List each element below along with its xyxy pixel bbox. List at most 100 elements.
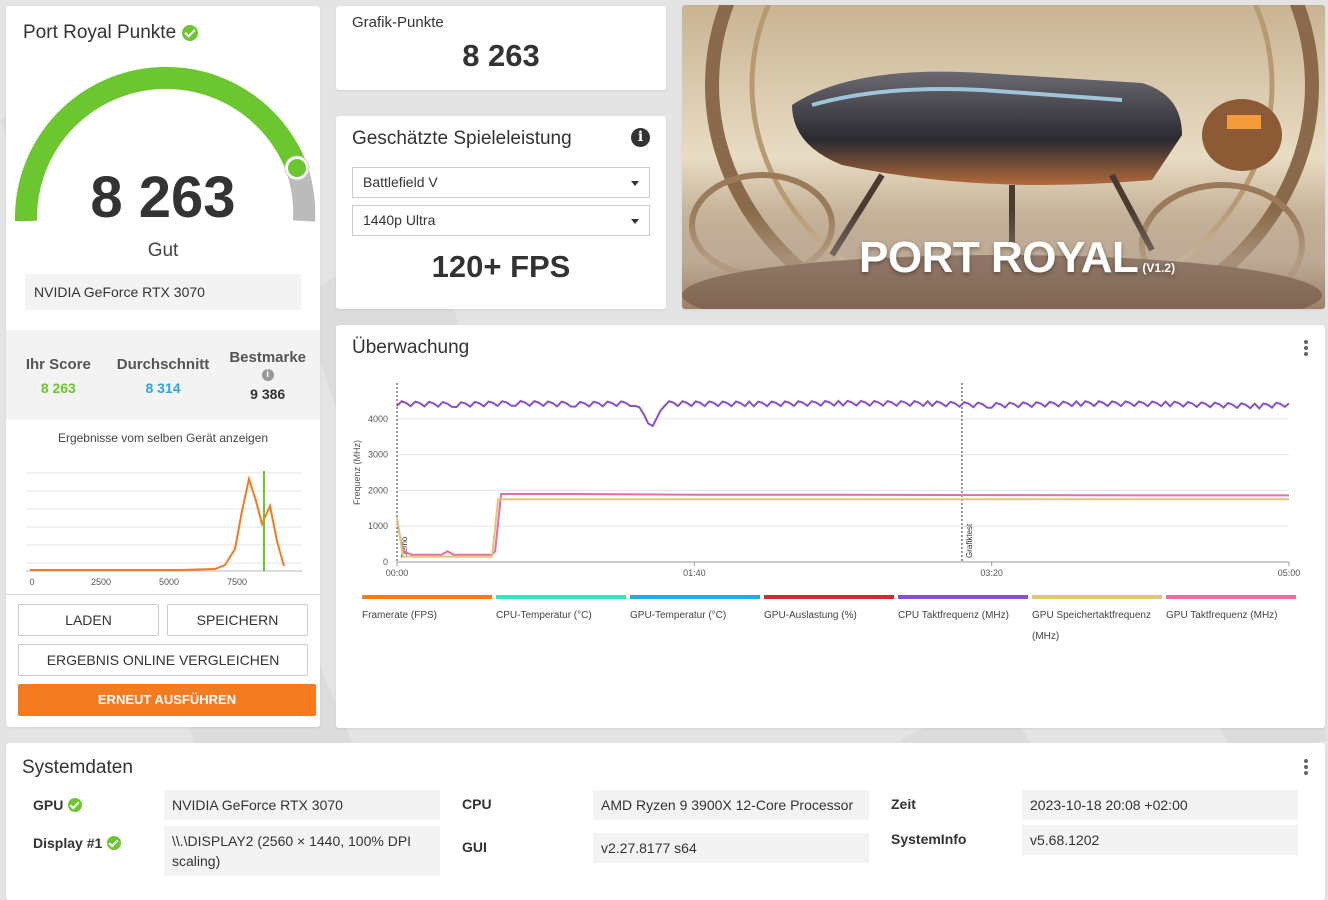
legend-color-swatch bbox=[1032, 595, 1162, 599]
legend-color-swatch bbox=[630, 595, 760, 599]
series-line bbox=[396, 498, 1289, 558]
gpu-name: NVIDIA GeForce RTX 3070 bbox=[25, 274, 301, 310]
cpu-label: CPU bbox=[462, 796, 492, 812]
time-label: Zeit bbox=[891, 796, 916, 812]
score-comparison: Ihr Score 8 263 Durchschnitt 8 314 Bestm… bbox=[6, 330, 320, 420]
save-button[interactable]: SPEICHERN bbox=[167, 604, 308, 636]
dist-tick: 5000 bbox=[159, 577, 179, 587]
average-score: Durchschnitt 8 314 bbox=[111, 330, 216, 420]
your-score: Ihr Score 8 263 bbox=[6, 330, 111, 420]
y-tick-label: 4000 bbox=[368, 414, 388, 424]
systeminfo-label: SystemInfo bbox=[891, 831, 967, 847]
check-icon bbox=[68, 798, 83, 812]
display-value: \\.\DISPLAY2 (2560 × 1440, 100% DPI scal… bbox=[164, 826, 440, 876]
legend-label: GPU-Auslastung (%) bbox=[764, 610, 857, 621]
legend-item[interactable]: GPU-Auslastung (%) bbox=[764, 595, 894, 647]
load-button[interactable]: LADEN bbox=[18, 604, 159, 636]
gauge-arc-filled bbox=[14, 66, 307, 222]
compare-online-button[interactable]: ERGEBNIS ONLINE VERGLEICHEN bbox=[18, 644, 308, 676]
game-select[interactable]: Battlefield V bbox=[352, 167, 650, 198]
same-device-link[interactable]: Ergebnisse vom selben Gerät anzeigen bbox=[57, 431, 269, 445]
cpu-value: AMD Ryzen 9 3900X 12-Core Processor bbox=[593, 790, 869, 820]
dist-tick: 7500 bbox=[227, 577, 247, 587]
legend-color-swatch bbox=[1166, 595, 1296, 599]
series-line bbox=[396, 399, 1290, 428]
legend-color-swatch bbox=[362, 595, 492, 599]
gauge-knob-dot bbox=[288, 159, 306, 177]
legend-item[interactable]: GPU-Temperatur (°C) bbox=[630, 595, 760, 647]
monitoring-card: Überwachung 0 1000 2000 3000 4000 00:00 01:40 0… bbox=[336, 325, 1325, 728]
legend-label: CPU-Temperatur (°C) bbox=[496, 610, 592, 621]
gpu-value: NVIDIA GeForce RTX 3070 bbox=[164, 790, 440, 820]
y-tick-label: 3000 bbox=[368, 450, 388, 460]
display-label-text: Display #1 bbox=[33, 835, 103, 851]
gpu-label: GPU bbox=[33, 797, 83, 813]
check-icon bbox=[107, 836, 122, 850]
average-score-value: 8 314 bbox=[145, 380, 181, 396]
system-data-card: Systemdaten GPU NVIDIA GeForce RTX 3070 … bbox=[6, 743, 1325, 900]
series-line bbox=[396, 493, 1289, 556]
score-card: Port Royal Punkte 8 263 Gut NVIDIA GeFor… bbox=[6, 6, 320, 727]
time-value: 2023-10-18 20:08 +02:00 bbox=[1022, 790, 1298, 820]
score-title-text: Port Royal Punkte bbox=[23, 22, 177, 43]
info-icon[interactable]: i bbox=[631, 128, 650, 147]
check-icon bbox=[182, 25, 199, 41]
main-score: 8 263 bbox=[90, 165, 236, 230]
hero-version: (V1.2) bbox=[1142, 261, 1176, 275]
game-performance-card: Geschätzte Spieleleistung i Battlefield … bbox=[336, 116, 666, 309]
best-score-label: Bestmarke bbox=[229, 349, 307, 366]
legend-color-swatch bbox=[764, 595, 894, 599]
legend-item[interactable]: Framerate (FPS) bbox=[362, 595, 492, 647]
x-tick-label: 03:20 bbox=[980, 568, 1003, 578]
gui-label: GUI bbox=[462, 839, 487, 855]
average-score-label: Durchschnitt bbox=[116, 356, 210, 373]
game-performance-title: Geschätzte Spieleleistung bbox=[352, 128, 572, 149]
run-again-button[interactable]: ERNEUT AUSFÜHREN bbox=[18, 684, 316, 716]
game-select-value: Battlefield V bbox=[363, 174, 438, 190]
y-tick-label: 2000 bbox=[368, 485, 388, 495]
x-tick-label: 01:40 bbox=[683, 568, 706, 578]
y-tick-label: 0 bbox=[383, 557, 388, 567]
estimated-fps: 120+ FPS bbox=[431, 249, 571, 284]
gui-value: v2.27.8177 s64 bbox=[593, 833, 869, 863]
legend-item[interactable]: CPU Taktfrequenz (MHz) bbox=[898, 595, 1028, 647]
best-score: Bestmarke i 9 386 bbox=[215, 330, 320, 420]
more-options-icon[interactable] bbox=[1304, 340, 1308, 356]
legend-label: GPU Taktfrequenz (MHz) bbox=[1166, 610, 1278, 621]
hero-title: PORT ROYAL (V1.2) bbox=[859, 233, 1175, 283]
y-axis-label: Frequenz (MHz) bbox=[352, 440, 362, 505]
info-icon[interactable]: i bbox=[261, 369, 274, 381]
monitoring-chart: 0 1000 2000 3000 4000 00:00 01:40 03:20 05:00 Fre… bbox=[352, 383, 1300, 578]
preset-select[interactable]: 1440p Ultra bbox=[352, 205, 650, 236]
legend-color-swatch bbox=[898, 595, 1028, 599]
legend-label: GPU-Temperatur (°C) bbox=[630, 610, 727, 621]
section-marker-label: Grafiktest bbox=[965, 523, 974, 558]
display-label: Display #1 bbox=[33, 835, 122, 851]
legend-item[interactable]: GPU Taktfrequenz (MHz) bbox=[1166, 595, 1296, 647]
legend-color-swatch bbox=[496, 595, 626, 599]
caret-down-icon bbox=[631, 181, 639, 186]
score-rating: Gut bbox=[147, 240, 179, 261]
score-card-title: Port Royal Punkte bbox=[23, 22, 199, 44]
graphics-score-value: 8 263 bbox=[462, 38, 540, 73]
hero-title-text: PORT ROYAL bbox=[859, 233, 1139, 282]
dist-tick: 2500 bbox=[91, 577, 111, 587]
system-data-title: Systemdaten bbox=[22, 757, 133, 778]
caret-down-icon bbox=[631, 219, 639, 224]
x-tick-label: 00:00 bbox=[386, 568, 409, 578]
section-marker-label: Demo bbox=[400, 536, 409, 558]
legend-item[interactable]: CPU-Temperatur (°C) bbox=[496, 595, 626, 647]
hero-illustration bbox=[682, 5, 1325, 309]
systeminfo-value: v5.68.1202 bbox=[1022, 825, 1298, 855]
legend-label: GPU Speichertaktfrequenz (MHz) bbox=[1032, 610, 1151, 642]
gpu-label-text: GPU bbox=[33, 797, 64, 813]
y-tick-label: 1000 bbox=[368, 521, 388, 531]
score-distribution-chart: 0 2500 5000 7500 bbox=[26, 471, 302, 587]
benchmark-hero-image: PORT ROYAL (V1.2) bbox=[682, 5, 1325, 309]
dist-tick: 0 bbox=[29, 577, 34, 587]
score-gauge bbox=[14, 66, 316, 222]
preset-select-value: 1440p Ultra bbox=[363, 212, 436, 228]
more-options-icon[interactable] bbox=[1304, 759, 1308, 775]
best-score-value: 9 386 bbox=[250, 386, 286, 402]
legend-item[interactable]: GPU Speichertaktfrequenz (MHz) bbox=[1032, 595, 1162, 647]
